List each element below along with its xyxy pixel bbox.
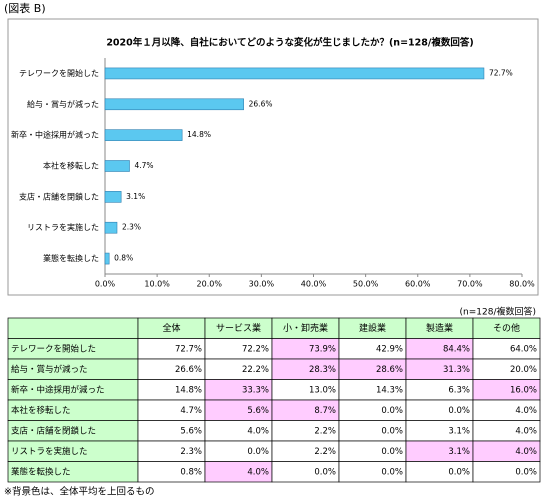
column-header: サービス業 [216, 322, 261, 334]
value-label: 3.1% [126, 192, 145, 201]
table-value: 4.0% [515, 447, 537, 457]
x-tick-label: 20.0% [197, 280, 223, 289]
table-value: 14.3% [376, 385, 403, 395]
x-tick-label: 40.0% [301, 280, 327, 289]
column-header: 建設業 [359, 322, 386, 334]
row-header: 給与・賞与が減った [11, 364, 88, 375]
table-value: 2.2% [314, 447, 336, 457]
value-label: 72.7% [489, 68, 513, 77]
y-tick-label: 新卒・中途採用が減った [11, 130, 99, 140]
table-value: 33.3% [242, 385, 269, 395]
table-value: 16.0% [510, 385, 537, 395]
table-value: 3.1% [448, 426, 470, 436]
table-value: 73.9% [309, 344, 336, 354]
row-header: テレワークを開始した [11, 343, 96, 354]
table-value: 8.7% [314, 406, 336, 416]
table-value: 6.3% [448, 385, 470, 395]
value-label: 0.8% [114, 254, 133, 263]
table-value: 0.0% [381, 426, 403, 436]
y-tick-label: 支店・店舗を閉鎖した [19, 191, 99, 201]
x-tick-label: 30.0% [249, 280, 275, 289]
table-value: 4.0% [247, 467, 269, 477]
table-value: 3.1% [448, 447, 470, 457]
table-value: 0.0% [247, 447, 269, 457]
y-tick-label: 給与・賞与が減った [27, 99, 99, 109]
table-value: 72.7% [175, 344, 202, 354]
column-header: その他 [493, 322, 520, 334]
chart-frame [7, 18, 539, 296]
table-value: 4.0% [247, 426, 269, 436]
table-value: 22.2% [242, 365, 269, 375]
table-value: 4.0% [515, 406, 537, 416]
bar [104, 160, 130, 172]
table-value: 4.7% [180, 406, 202, 416]
footnote: ※背景色は、全体平均を上回るもの [4, 486, 154, 498]
table-value: 0.0% [381, 447, 403, 457]
table-value: 0.0% [381, 467, 403, 477]
table-value: 26.6% [175, 365, 202, 375]
row-header: 新卒・中途採用が減った [11, 384, 105, 395]
table-value: 4.0% [515, 426, 537, 436]
value-label: 26.6% [249, 99, 273, 108]
table-value: 5.6% [180, 426, 202, 436]
value-label: 14.8% [187, 130, 211, 139]
table-value: 0.0% [314, 467, 336, 477]
y-tick-label: 本社を移転した [43, 161, 99, 171]
bar [104, 252, 110, 265]
row-header: 支店・店舗を閉鎖した [11, 425, 96, 436]
table-value: 31.3% [443, 365, 470, 375]
column-header: 小・卸売業 [283, 322, 328, 334]
y-tick-label: 業態を転換した [43, 253, 99, 263]
table-value: 28.6% [376, 365, 403, 375]
bar [104, 221, 118, 234]
bar [104, 67, 485, 80]
value-label: 2.3% [122, 223, 141, 232]
table-value: 20.0% [510, 365, 537, 375]
row-header: リストラを実施した [11, 446, 88, 457]
table-value: 64.0% [510, 344, 537, 354]
column-header: 製造業 [426, 322, 453, 334]
table-note: (n=128/複数回答) [460, 306, 536, 318]
x-tick-label: 10.0% [144, 280, 170, 289]
table-value: 84.4% [443, 344, 470, 354]
table-value: 14.8% [175, 385, 202, 395]
y-tick-label: リストラを実施した [27, 222, 99, 232]
table-value: 42.9% [376, 344, 403, 354]
row-header: 業態を転換した [11, 466, 71, 477]
table-value: 0.0% [448, 467, 470, 477]
table-cell [472, 461, 541, 483]
table-value: 5.6% [247, 406, 269, 416]
x-tick-label: 50.0% [353, 280, 379, 289]
table-value: 2.2% [314, 426, 336, 436]
table-value: 0.0% [515, 467, 537, 477]
bar [104, 129, 183, 141]
table-value: 2.3% [180, 447, 202, 457]
x-tick-label: 70.0% [457, 280, 483, 289]
table-value: 0.0% [448, 406, 470, 416]
x-tick-label: 0.0% [95, 280, 116, 289]
value-label: 4.7% [134, 161, 153, 170]
bar [104, 98, 244, 111]
column-header: 全体 [162, 322, 180, 334]
bar [104, 191, 122, 203]
x-tick-label: 80.0% [509, 280, 535, 289]
table-value: 72.2% [242, 344, 269, 354]
table-value: 13.0% [309, 385, 336, 395]
table-cell [7, 317, 139, 339]
table-value: 0.0% [381, 406, 403, 416]
row-header: 本社を移転した [11, 405, 71, 416]
y-tick-label: テレワークを開始した [19, 68, 99, 78]
table-value: 0.8% [180, 467, 202, 477]
figure-label: (図表 B) [4, 1, 46, 15]
table-value: 28.3% [309, 365, 336, 375]
chart-title: 2020年１月以降、自社においてどのような変化が生じましたか？(n=128/複数… [106, 37, 473, 49]
x-tick-label: 60.0% [405, 280, 431, 289]
